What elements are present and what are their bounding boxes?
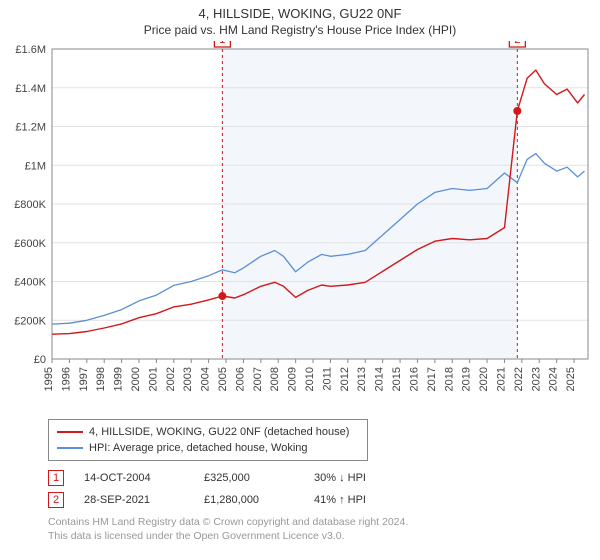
svg-text:2005: 2005	[217, 367, 229, 391]
svg-text:2003: 2003	[182, 367, 194, 391]
svg-text:2: 2	[514, 41, 520, 46]
svg-text:1: 1	[219, 41, 225, 46]
event-date: 28-SEP-2021	[84, 494, 184, 506]
svg-text:2010: 2010	[304, 367, 316, 391]
event-price: £325,000	[204, 472, 294, 484]
chart-subtitle: Price paid vs. HM Land Registry's House …	[0, 21, 600, 41]
legend-swatch	[57, 447, 83, 449]
svg-text:1997: 1997	[78, 367, 90, 391]
legend-row: HPI: Average price, detached house, Woki…	[57, 440, 359, 456]
svg-text:2009: 2009	[287, 367, 299, 391]
svg-text:2018: 2018	[443, 367, 455, 391]
svg-text:2023: 2023	[530, 367, 542, 391]
event-table: 1 14-OCT-2004 £325,000 30% ↓ HPI 2 28-SE…	[48, 467, 588, 511]
credits-line: Contains HM Land Registry data © Crown c…	[48, 515, 588, 529]
svg-text:2008: 2008	[269, 367, 281, 391]
svg-text:2025: 2025	[565, 367, 577, 391]
svg-text:1998: 1998	[95, 367, 107, 391]
svg-text:£400K: £400K	[14, 277, 46, 289]
svg-text:2013: 2013	[356, 367, 368, 391]
legend-label: 4, HILLSIDE, WOKING, GU22 0NF (detached …	[89, 426, 349, 438]
event-marker-box: 1	[48, 470, 64, 486]
legend-swatch	[57, 431, 83, 433]
svg-text:2004: 2004	[200, 367, 212, 391]
svg-text:2020: 2020	[478, 367, 490, 391]
svg-text:2001: 2001	[147, 367, 159, 391]
svg-text:2000: 2000	[130, 367, 142, 391]
event-row: 1 14-OCT-2004 £325,000 30% ↓ HPI	[48, 467, 588, 489]
credits-line: This data is licensed under the Open Gov…	[48, 529, 588, 543]
event-date: 14-OCT-2004	[84, 472, 184, 484]
svg-text:2022: 2022	[513, 367, 525, 391]
svg-text:2012: 2012	[339, 367, 351, 391]
svg-text:£1.2M: £1.2M	[15, 122, 46, 134]
svg-text:£1.4M: £1.4M	[15, 83, 46, 95]
svg-text:2015: 2015	[391, 367, 403, 391]
svg-text:1995: 1995	[43, 367, 55, 391]
svg-text:£1.6M: £1.6M	[15, 44, 46, 56]
svg-text:2019: 2019	[461, 367, 473, 391]
event-delta: 30% ↓ HPI	[314, 472, 404, 484]
credits: Contains HM Land Registry data © Crown c…	[48, 515, 588, 543]
svg-text:2011: 2011	[321, 367, 333, 391]
svg-text:2021: 2021	[495, 367, 507, 391]
svg-text:2006: 2006	[234, 367, 246, 391]
svg-text:£200K: £200K	[14, 315, 46, 327]
svg-text:2016: 2016	[408, 367, 420, 391]
svg-text:£0: £0	[34, 354, 46, 366]
svg-text:2007: 2007	[252, 367, 264, 391]
event-price: £1,280,000	[204, 494, 294, 506]
svg-text:£800K: £800K	[14, 199, 46, 211]
legend: 4, HILLSIDE, WOKING, GU22 0NF (detached …	[48, 419, 368, 461]
svg-text:2014: 2014	[374, 367, 386, 391]
chart-title: 4, HILLSIDE, WOKING, GU22 0NF	[0, 0, 600, 21]
chart-container: 4, HILLSIDE, WOKING, GU22 0NF Price paid…	[0, 0, 600, 560]
line-chart-svg: £0 £200K £400K £600K £800K £1M £1.2M £1.4M £1.6M…	[0, 41, 600, 411]
svg-text:2002: 2002	[165, 367, 177, 391]
svg-text:1999: 1999	[113, 367, 125, 391]
svg-text:2024: 2024	[548, 367, 560, 391]
svg-text:1996: 1996	[60, 367, 72, 391]
event-marker-box: 2	[48, 492, 64, 508]
event-delta: 41% ↑ HPI	[314, 494, 404, 506]
chart-plot-area: £0 £200K £400K £600K £800K £1M £1.2M £1.4M £1.6M…	[0, 41, 600, 411]
svg-text:2017: 2017	[426, 367, 438, 391]
svg-text:£1M: £1M	[25, 160, 46, 172]
legend-row: 4, HILLSIDE, WOKING, GU22 0NF (detached …	[57, 424, 359, 440]
event-row: 2 28-SEP-2021 £1,280,000 41% ↑ HPI	[48, 489, 588, 511]
legend-label: HPI: Average price, detached house, Woki…	[89, 442, 308, 454]
svg-text:£600K: £600K	[14, 238, 46, 250]
